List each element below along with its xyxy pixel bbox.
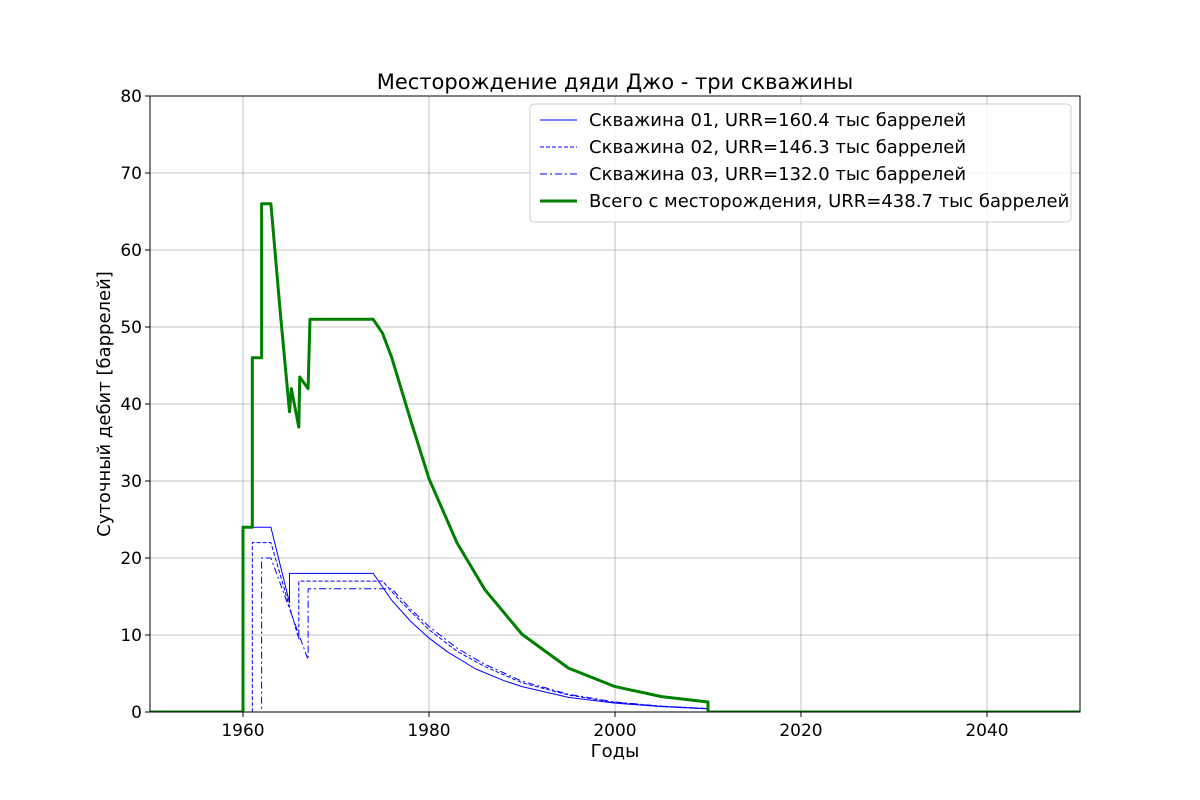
y-tick-label: 20 xyxy=(120,549,142,569)
chart-title: Месторождение дяди Джо - три скважины xyxy=(377,70,854,94)
legend-label-3: Скважина 03, URR=132.0 тыс баррелей xyxy=(589,164,966,185)
y-tick-label: 60 xyxy=(120,241,142,261)
x-axis-title: Годы xyxy=(591,741,640,762)
x-tick-label: 2000 xyxy=(593,721,636,741)
y-tick-label: 30 xyxy=(120,472,142,492)
x-tick-label: 1960 xyxy=(221,721,264,741)
y-tick-label: 40 xyxy=(120,395,142,415)
series-lines xyxy=(150,202,1080,712)
legend-items: Скважина 01, URR=160.4 тыс баррелей Скваж… xyxy=(540,110,1069,212)
y-tick-label: 70 xyxy=(120,164,142,184)
y-tick-label: 0 xyxy=(131,703,142,723)
y-tick-label: 10 xyxy=(120,626,142,646)
x-tick-label: 1980 xyxy=(407,721,450,741)
axis-ticks: 1960 1980 2000 2020 2040 0 10 20 30 40 50 60 70 80 xyxy=(120,87,1008,741)
y-tick-label: 50 xyxy=(120,318,142,338)
y-axis-title: Суточный дебит [баррелей] xyxy=(94,271,115,537)
legend: Скважина 01, URR=160.4 тыс баррелей Скваж… xyxy=(529,103,1072,223)
series-line-3 xyxy=(150,557,1080,712)
legend-label-4: Всего с месторождения, URR=438.7 тыс бар… xyxy=(589,191,1069,212)
legend-box xyxy=(529,103,1072,223)
legend-label-1: Скважина 01, URR=160.4 тыс баррелей xyxy=(589,110,966,131)
x-tick-label: 2020 xyxy=(779,721,822,741)
series-line-4 xyxy=(150,202,1080,712)
x-tick-label: 2040 xyxy=(965,721,1008,741)
y-tick-label: 80 xyxy=(120,87,142,107)
legend-label-2: Скважина 02, URR=146.3 тыс баррелей xyxy=(589,137,966,158)
